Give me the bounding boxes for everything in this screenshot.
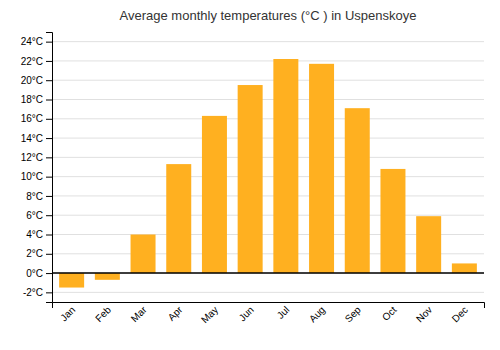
x-tick-label: Apr <box>166 304 185 323</box>
x-tick-label: Dec <box>450 304 470 324</box>
y-tick: 2°C <box>26 248 52 259</box>
grid-line <box>52 273 484 274</box>
grid-line <box>52 60 484 61</box>
x-tick: Jan <box>58 304 77 323</box>
y-tick: 24°C <box>21 36 52 47</box>
y-tick-mark <box>46 119 52 120</box>
x-tick-label: May <box>199 304 220 325</box>
y-tick-mark <box>46 215 52 216</box>
y-tick-mark <box>46 196 52 197</box>
x-tick: Jul <box>275 304 292 321</box>
y-tick-mark <box>46 273 52 274</box>
y-tick-mark <box>46 100 52 101</box>
x-tick-label: Nov <box>414 304 434 324</box>
x-axis-line <box>53 303 485 309</box>
y-tick-label: 0°C <box>26 268 43 279</box>
y-tick: 8°C <box>26 191 52 202</box>
x-tick-label: Sep <box>343 304 364 325</box>
y-tick-label: 16°C <box>21 113 43 124</box>
y-tick-label: 10°C <box>21 171 43 182</box>
grid-line <box>52 138 484 139</box>
y-tick-label: 20°C <box>21 75 43 86</box>
grid-line <box>52 99 484 100</box>
y-tick-mark <box>46 138 52 139</box>
x-tick: Apr <box>166 304 185 323</box>
x-axis: Jan Feb Mar Apr May Jun Jul Aug Sep Oct Nov Dec <box>53 303 485 326</box>
y-tick-label: 18°C <box>21 94 43 105</box>
grid-line <box>52 80 484 81</box>
y-tick: 16°C <box>21 113 52 124</box>
grid-line <box>52 195 484 196</box>
y-tick-label: -2°C <box>23 287 43 298</box>
y-tick-mark <box>46 157 52 158</box>
bar <box>238 85 263 273</box>
y-axis: -2°C 0°C 2°C 4°C 6°C 8°C 10°C 12°C 14°C 16°C 18°C 2… <box>21 33 53 303</box>
y-tick-label: 8°C <box>26 191 43 202</box>
x-tick-label: Jun <box>237 304 256 323</box>
y-tick-mark <box>46 235 52 236</box>
y-axis-line <box>46 33 53 303</box>
bar <box>95 273 120 280</box>
bar <box>131 235 156 274</box>
x-tick: May <box>199 304 220 325</box>
x-tick-label: Feb <box>93 304 113 324</box>
x-tick-label: Oct <box>380 304 399 323</box>
y-tick-label: 14°C <box>21 133 43 144</box>
y-tick: -2°C <box>23 287 52 298</box>
grid-line <box>52 215 484 216</box>
grid-line <box>52 292 484 293</box>
y-tick-mark <box>46 254 52 255</box>
x-tick: Aug <box>307 304 327 324</box>
bar <box>273 59 298 273</box>
x-tick: Sep <box>343 304 364 325</box>
y-tick-label: 12°C <box>21 152 43 163</box>
plot-area <box>59 59 477 288</box>
grid <box>52 42 484 293</box>
y-tick-label: 24°C <box>21 36 43 47</box>
bar <box>452 263 477 273</box>
y-tick-label: 22°C <box>21 56 43 67</box>
y-tick-label: 6°C <box>26 210 43 221</box>
y-tick: 10°C <box>21 171 52 182</box>
y-tick: 14°C <box>21 133 52 144</box>
y-tick-label: 2°C <box>26 248 43 259</box>
x-tick-label: Jan <box>58 304 77 323</box>
x-tick-label: Jul <box>275 304 292 321</box>
bar <box>59 273 84 287</box>
bar <box>202 116 227 273</box>
grid-line <box>52 41 484 42</box>
grid-line <box>52 118 484 119</box>
y-tick-mark <box>46 42 52 43</box>
y-tick: 18°C <box>21 94 52 105</box>
zero-line <box>52 272 484 274</box>
x-tick: Dec <box>450 304 470 324</box>
grid-line <box>52 176 484 177</box>
x-tick: Mar <box>129 304 149 324</box>
y-tick-mark <box>46 61 52 62</box>
y-tick: 4°C <box>26 229 52 240</box>
x-tick: Nov <box>414 304 434 324</box>
title: Average monthly temperatures (°C ) in Us… <box>120 8 417 23</box>
y-tick: 22°C <box>21 56 52 67</box>
x-tick: Oct <box>380 304 399 323</box>
chart: -2°C 0°C 2°C 4°C 6°C 8°C 10°C 12°C 14°C 16°C 18°C 2… <box>0 0 500 350</box>
bar <box>380 169 405 273</box>
x-tick: Feb <box>93 304 113 324</box>
y-tick: 6°C <box>26 210 52 221</box>
bar <box>166 164 191 273</box>
y-tick: 12°C <box>21 152 52 163</box>
y-tick: 20°C <box>21 75 52 86</box>
x-tick: Jun <box>237 304 256 323</box>
y-tick-mark <box>46 292 52 293</box>
y-tick-mark <box>46 177 52 178</box>
x-tick-label: Mar <box>129 304 149 324</box>
y-tick-label: 4°C <box>26 229 43 240</box>
grid-line <box>52 157 484 158</box>
bar <box>416 216 441 273</box>
y-tick-mark <box>46 80 52 81</box>
bar <box>309 64 334 273</box>
bar <box>345 108 370 273</box>
x-tick-label: Aug <box>307 304 327 324</box>
y-tick: 0°C <box>26 268 52 279</box>
